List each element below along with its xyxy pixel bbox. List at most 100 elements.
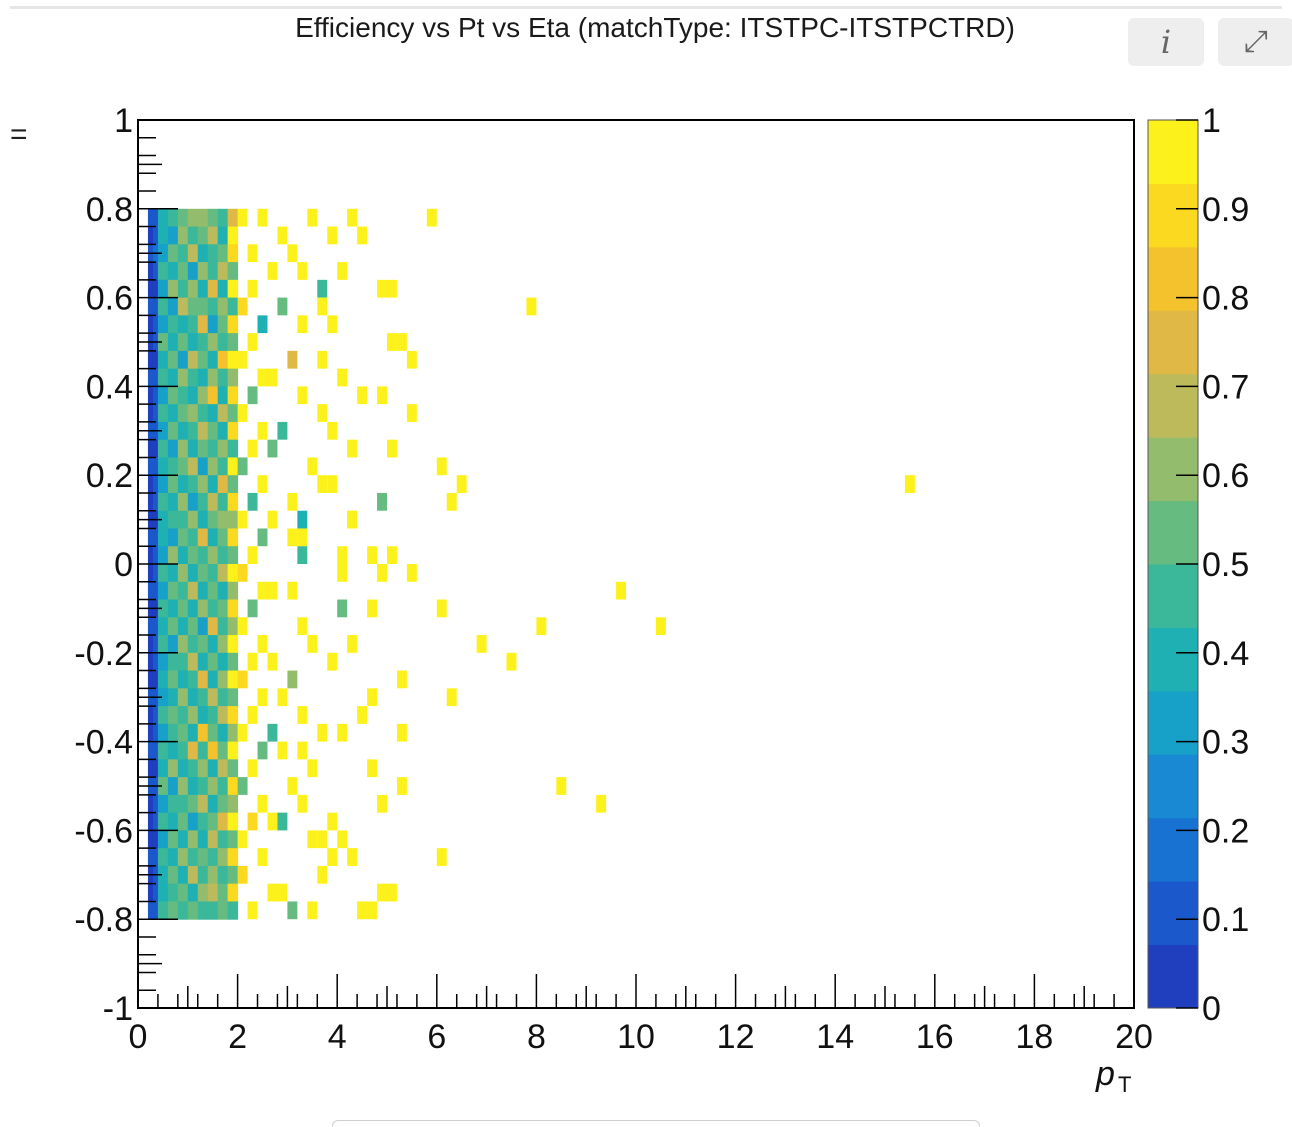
heatmap-bin <box>337 599 348 618</box>
heatmap-bin <box>227 492 239 512</box>
heatmap-bin <box>267 581 278 600</box>
heatmap-bin <box>217 564 229 583</box>
heatmap-bin <box>217 723 229 743</box>
heatmap-bin <box>207 457 219 476</box>
heatmap-bin <box>197 386 209 405</box>
heatmap-bin <box>227 617 239 636</box>
heatmap-bin <box>177 883 189 902</box>
heatmap-bin <box>147 297 153 316</box>
heatmap-bin <box>217 883 229 902</box>
info-button[interactable]: i <box>1128 18 1204 66</box>
heatmap-bin <box>157 350 169 370</box>
heatmap-bin <box>406 350 417 369</box>
heatmap-bin <box>217 226 229 245</box>
heatmap-bin <box>377 386 387 405</box>
heatmap-bin <box>187 848 199 867</box>
heatmap-bin <box>357 901 368 920</box>
heatmap-bin <box>456 475 467 493</box>
colorbar-segment <box>1148 120 1198 184</box>
heatmap-bin <box>147 723 159 743</box>
heatmap-bin <box>207 386 219 405</box>
heatmap-bin <box>157 723 169 743</box>
heatmap-bin <box>157 741 169 760</box>
heatmap-bin <box>157 564 169 583</box>
heatmap-bin <box>187 830 199 849</box>
heatmap-bin <box>207 759 219 778</box>
heatmap-bin <box>277 421 288 440</box>
heatmap-bin <box>247 812 258 831</box>
colorbar-tick-label: 0.6 <box>1202 457 1249 495</box>
info-icon: i <box>1160 23 1172 61</box>
heatmap-bin <box>197 421 209 441</box>
heatmap-bin <box>247 333 258 351</box>
heatmap-bin <box>197 564 209 583</box>
heatmap-bin <box>187 279 199 299</box>
heatmap-bin <box>207 581 219 601</box>
heatmap-bin <box>217 457 229 476</box>
heatmap-bin <box>187 883 199 902</box>
heatmap-bin <box>207 723 219 743</box>
colorbar-segment <box>1148 310 1198 375</box>
expand-button[interactable]: ⤢ <box>1218 18 1292 66</box>
heatmap-bin <box>287 492 298 511</box>
heatmap-bin <box>177 279 189 299</box>
colorbar-segment <box>1148 373 1198 438</box>
corner-menu-glyph: = <box>10 118 28 151</box>
heatmap-bin <box>207 244 219 263</box>
heatmap-bin <box>157 599 169 618</box>
heatmap-bin <box>177 350 189 370</box>
heatmap-bin <box>217 297 229 316</box>
heatmap-bin <box>157 670 169 689</box>
heatmap-bin <box>197 723 209 743</box>
heatmap-bin <box>317 475 328 493</box>
heatmap-bin <box>177 368 189 387</box>
heatmap-bin <box>367 759 378 778</box>
heatmap-bin <box>167 670 179 689</box>
heatmap-bin <box>207 226 219 245</box>
heatmap-bin <box>207 208 219 228</box>
heatmap-bin <box>197 208 209 228</box>
heatmap-bin <box>197 670 209 689</box>
heatmap-bin <box>157 297 169 316</box>
heatmap-bin <box>157 794 169 814</box>
heatmap-bin <box>187 759 199 778</box>
heatmap-bin <box>227 777 239 796</box>
heatmap-bin <box>197 812 209 831</box>
heatmap-bin <box>347 439 358 458</box>
heatmap-bin <box>227 262 239 281</box>
heatmap-bin <box>177 599 189 618</box>
heatmap-bin <box>297 546 308 564</box>
y-tick-label: -1 <box>103 990 133 1028</box>
heatmap-bin <box>396 777 407 795</box>
heatmap-bin <box>157 830 169 849</box>
y-tick-label: 0.2 <box>86 457 133 495</box>
heatmap-bin <box>177 546 189 565</box>
heatmap-bin <box>197 794 209 814</box>
heatmap-bin <box>197 546 209 565</box>
heatmap-bin <box>147 812 153 831</box>
heatmap-bin <box>187 386 199 405</box>
heatmap-bin <box>177 244 189 263</box>
heatmap-bin <box>187 492 199 512</box>
heatmap-bin <box>227 723 239 743</box>
heatmap-bin <box>167 368 179 387</box>
heatmap-bin <box>187 528 199 547</box>
heatmap-bin <box>187 723 199 743</box>
heatmap-bin <box>237 564 248 582</box>
heatmap-bin <box>237 457 248 476</box>
heatmap-bin <box>207 492 219 512</box>
heatmap-bin <box>157 368 169 387</box>
colorbar-segment <box>1148 246 1198 311</box>
heatmap-bin <box>147 759 159 778</box>
heatmap-bin <box>277 883 288 902</box>
heatmap-bin <box>267 883 278 902</box>
heatmap-bin <box>197 759 209 778</box>
colorbar-tick-label: 0.8 <box>1202 280 1249 318</box>
heatmap-bin <box>616 581 627 600</box>
heatmap-bin <box>267 723 278 742</box>
heatmap-bin <box>207 706 219 725</box>
heatmap-bin <box>227 439 239 458</box>
heatmap-bin <box>177 865 189 885</box>
heatmap-bin <box>337 546 348 564</box>
heatmap-bin <box>297 617 308 636</box>
